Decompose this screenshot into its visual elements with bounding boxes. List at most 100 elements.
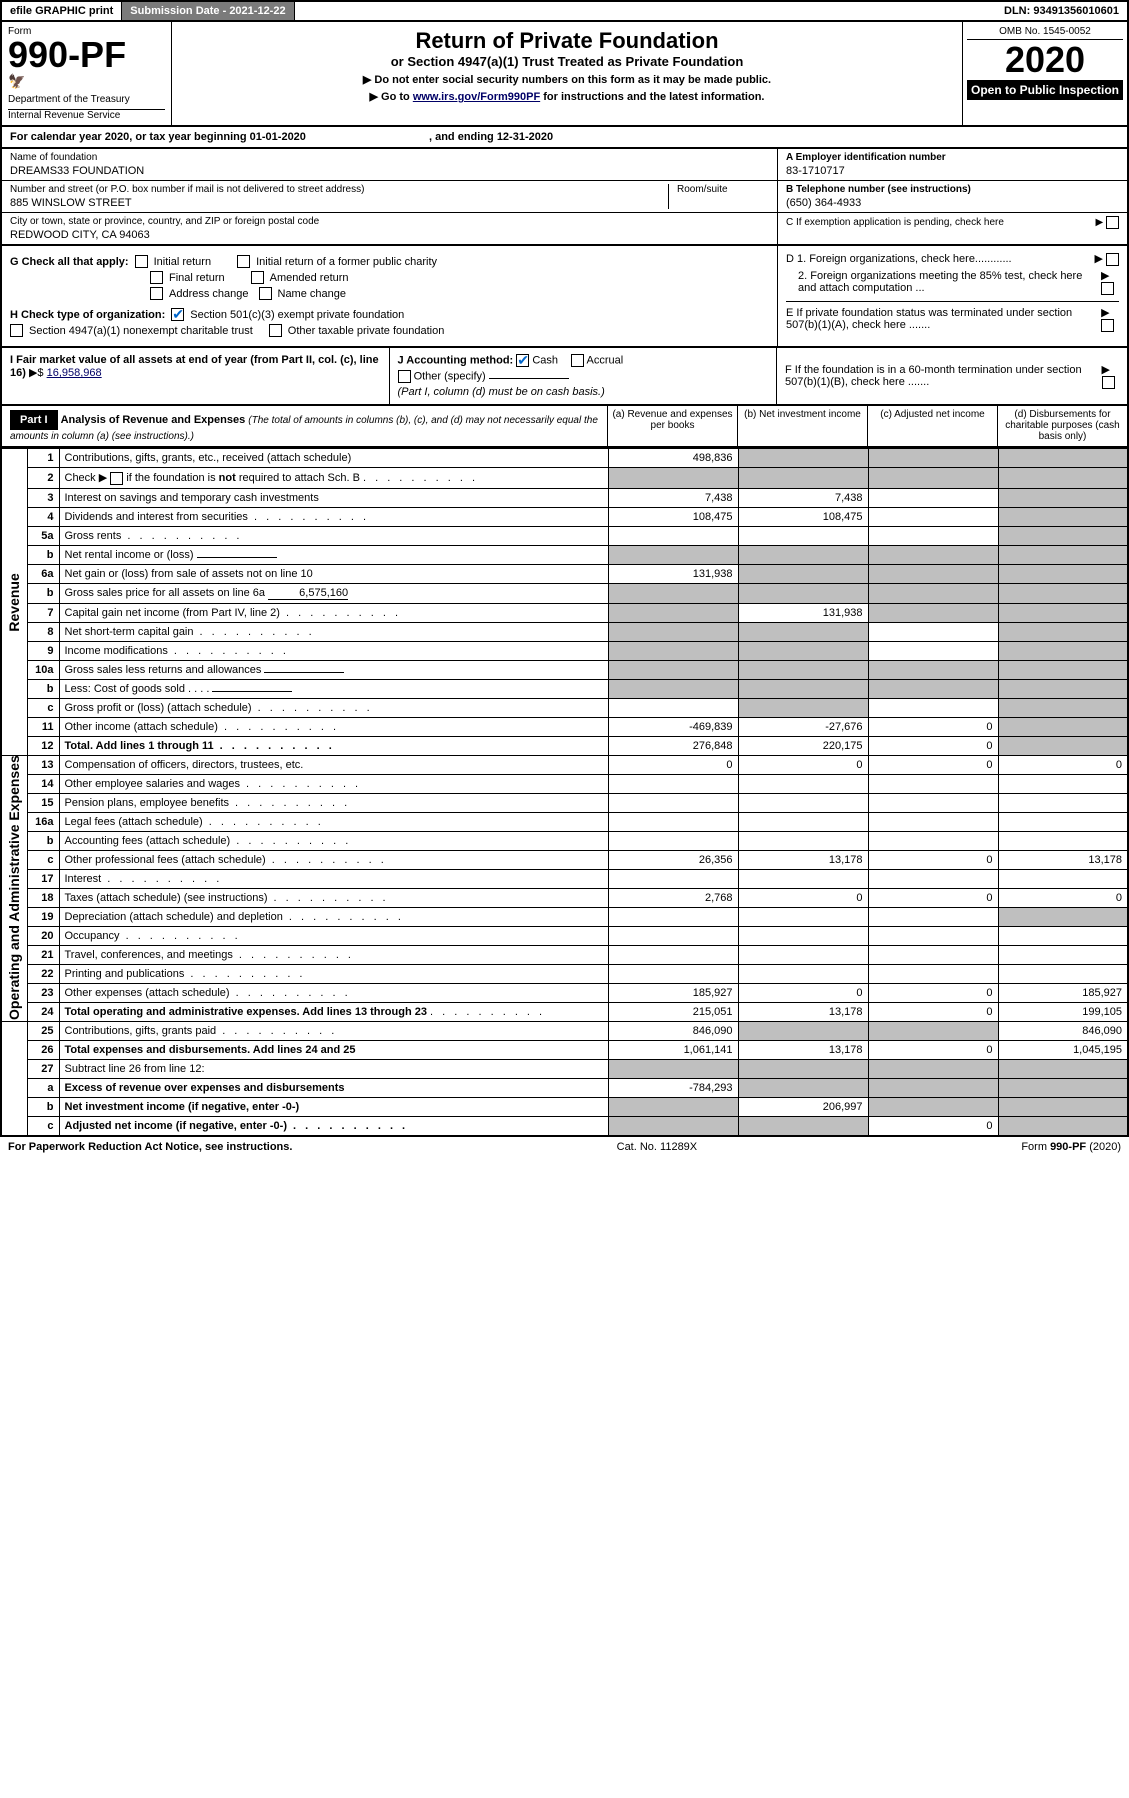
- cell-val: 7,438: [608, 488, 738, 507]
- row-num: 5a: [27, 526, 59, 545]
- inline-blank: [197, 557, 277, 558]
- info-right: A Employer identification number 83-1710…: [777, 149, 1127, 244]
- f-checkbox[interactable]: [1102, 376, 1115, 389]
- name-change-checkbox[interactable]: [259, 287, 272, 300]
- cell-val: [738, 964, 868, 983]
- cell-val: 0: [868, 850, 998, 869]
- cell-val: [868, 831, 998, 850]
- cell-val: 0: [998, 888, 1128, 907]
- row-desc: Dividends and interest from securities: [59, 507, 608, 526]
- cell-shade: [608, 603, 738, 622]
- h4947-checkbox[interactable]: [10, 324, 23, 337]
- cell-shade: [738, 660, 868, 679]
- row-desc-text: Net rental income or (loss): [65, 549, 194, 561]
- cell-val: [608, 793, 738, 812]
- row-desc: Gross profit or (loss) (attach schedule): [59, 698, 608, 717]
- initial-former-checkbox[interactable]: [237, 255, 250, 268]
- schb-checkbox[interactable]: [110, 472, 123, 485]
- ijf-area: I Fair market value of all assets at end…: [0, 348, 1129, 406]
- cell-val: 0: [868, 736, 998, 755]
- c-checkbox[interactable]: [1106, 216, 1119, 229]
- tel-label: B Telephone number (see instructions): [786, 184, 1119, 195]
- row-num: 23: [27, 983, 59, 1002]
- final-checkbox[interactable]: [150, 271, 163, 284]
- header-mid: Return of Private Foundation or Section …: [172, 22, 962, 125]
- initial-checkbox[interactable]: [135, 255, 148, 268]
- accrual-label: Accrual: [587, 354, 624, 366]
- cell-val: 498,836: [608, 449, 738, 468]
- h501-checkbox[interactable]: [171, 308, 184, 321]
- d1-arrow: ▶: [1094, 252, 1119, 266]
- c-label: C If exemption application is pending, c…: [786, 217, 1004, 228]
- cell-val: [868, 507, 998, 526]
- d2-checkbox[interactable]: [1101, 282, 1114, 295]
- cell-val: [608, 907, 738, 926]
- j-label: J Accounting method:: [398, 354, 514, 366]
- row-num: b: [27, 545, 59, 564]
- row-num: b: [27, 583, 59, 603]
- table-row: b Net rental income or (loss): [1, 545, 1128, 564]
- cell-shade: [738, 1116, 868, 1136]
- cell-shade: [868, 1078, 998, 1097]
- cell-shade: [998, 907, 1128, 926]
- row-desc: Less: Cost of goods sold . . . .: [59, 679, 608, 698]
- row-desc: Net investment income (if negative, ente…: [59, 1097, 608, 1116]
- cell-shade: [868, 1021, 998, 1040]
- calyear-end: , and ending 12-31-2020: [429, 131, 553, 143]
- addr-change-checkbox[interactable]: [150, 287, 163, 300]
- amended-checkbox[interactable]: [251, 271, 264, 284]
- cell-shade: [738, 698, 868, 717]
- d1-checkbox[interactable]: [1106, 253, 1119, 266]
- cell-val: 108,475: [738, 507, 868, 526]
- table-row: 2 Check ▶ if the foundation is not requi…: [1, 468, 1128, 489]
- row-desc: Net gain or (loss) from sale of assets n…: [59, 564, 608, 583]
- cell-val: [608, 831, 738, 850]
- other-checkbox[interactable]: [398, 370, 411, 383]
- col-a-header: (a) Revenue and expenses per books: [607, 406, 737, 446]
- cell-shade: [998, 1059, 1128, 1078]
- table-row: 27Subtract line 26 from line 12:: [1, 1059, 1128, 1078]
- calyear-begin: For calendar year 2020, or tax year begi…: [10, 131, 306, 143]
- cell-val: 0: [868, 1002, 998, 1021]
- cell-val: [738, 869, 868, 888]
- cell-val: [868, 622, 998, 641]
- efile-label[interactable]: efile GRAPHIC print: [2, 2, 122, 20]
- hother-checkbox[interactable]: [269, 324, 282, 337]
- row-desc: Gross sales price for all assets on line…: [59, 583, 608, 603]
- cell-shade: [868, 660, 998, 679]
- row-desc: Total expenses and disbursements. Add li…: [59, 1040, 608, 1059]
- g-row: G Check all that apply: Initial return I…: [10, 255, 769, 268]
- row-num: 19: [27, 907, 59, 926]
- table-row: 3Interest on savings and temporary cash …: [1, 488, 1128, 507]
- cell-val: 131,938: [608, 564, 738, 583]
- h-row: H Check type of organization: Section 50…: [10, 308, 769, 321]
- top-bar: efile GRAPHIC print Submission Date - 20…: [0, 0, 1129, 22]
- cash-label: Cash: [532, 354, 558, 366]
- instr-link[interactable]: www.irs.gov/Form990PF: [413, 91, 540, 103]
- row-desc: Other professional fees (attach schedule…: [59, 850, 608, 869]
- accrual-checkbox[interactable]: [571, 354, 584, 367]
- row-num: 3: [27, 488, 59, 507]
- e-checkbox[interactable]: [1101, 319, 1114, 332]
- cell-val: 1,061,141: [608, 1040, 738, 1059]
- cell-val: [868, 907, 998, 926]
- row-num: 9: [27, 641, 59, 660]
- addr-label: Number and street (or P.O. box number if…: [10, 184, 668, 195]
- row-num: 6a: [27, 564, 59, 583]
- cell-shade: [998, 1078, 1128, 1097]
- table-row: 14Other employee salaries and wages: [1, 774, 1128, 793]
- foundation-name: DREAMS33 FOUNDATION: [10, 165, 769, 177]
- row-num: 7: [27, 603, 59, 622]
- cell-shade: [738, 564, 868, 583]
- header-right: OMB No. 1545-0052 2020 Open to Public In…: [962, 22, 1127, 125]
- cell-val: -27,676: [738, 717, 868, 736]
- cell-val: 13,178: [738, 850, 868, 869]
- cell-val: 0: [738, 983, 868, 1002]
- cash-checkbox[interactable]: [516, 354, 529, 367]
- checks-left: G Check all that apply: Initial return I…: [2, 246, 777, 346]
- cell-val: 13,178: [998, 850, 1128, 869]
- row-num: 20: [27, 926, 59, 945]
- cell-shade: [738, 468, 868, 489]
- cell-val: 0: [868, 1116, 998, 1136]
- city-value: REDWOOD CITY, CA 94063: [10, 229, 769, 241]
